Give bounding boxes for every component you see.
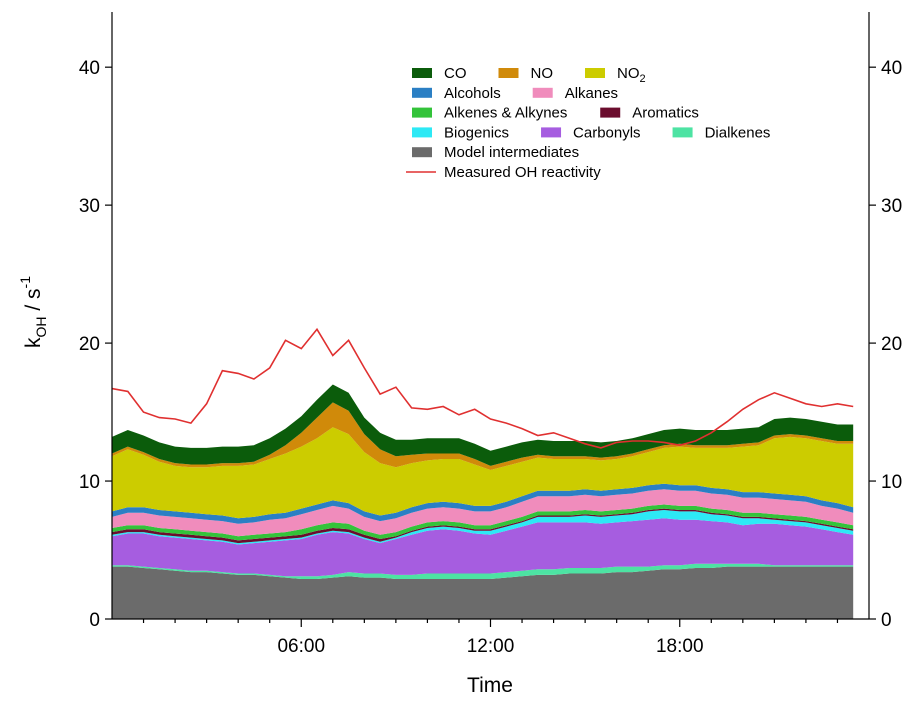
legend-label-biogenics: Biogenics <box>444 124 509 141</box>
y-axis-title-unit: / s <box>22 288 45 316</box>
area-dialkenes <box>112 563 854 579</box>
x-axis-title: Time <box>467 674 513 697</box>
legend-swatch-no2 <box>585 68 605 78</box>
x-tick-label: 12:00 <box>467 636 515 657</box>
legend-label-dialkenes: Dialkenes <box>705 124 771 141</box>
legend-label-alkenes-alkynes: Alkenes & Alkynes <box>444 105 567 122</box>
x-tick-label: 18:00 <box>656 636 704 657</box>
legend-swatch-co <box>412 68 432 78</box>
area-co <box>112 384 854 466</box>
legend-label-subscript: 2 <box>640 73 646 85</box>
area-alcohols <box>112 483 854 524</box>
legend: CO NO NO2 Alcohols Alkanes Alkenes & Alkynes A… <box>406 65 770 181</box>
legend-swatch-biogenics <box>412 127 432 138</box>
area-model-intermediates <box>112 566 854 619</box>
legend-label-aromatics: Aromatics <box>632 105 699 122</box>
legend-label-carbonyls: Carbonyls <box>573 124 641 141</box>
y-axis-title: kOH / s-1 <box>17 276 49 348</box>
y-tick-label-right: 0 <box>881 610 892 631</box>
legend-label-alcohols: Alcohols <box>444 85 501 102</box>
measured-line-layer <box>111 327 854 449</box>
stacked-area-layer <box>112 384 854 619</box>
area-alkenes-alkynes <box>112 504 854 541</box>
y-tick-label-left: 40 <box>79 58 100 79</box>
area-no2 <box>112 427 854 519</box>
y-axis-title-main: k <box>22 337 45 348</box>
y-tick-label-left: 0 <box>89 610 100 631</box>
y-tick-label-left: 10 <box>79 472 100 493</box>
legend-swatch-no <box>498 68 519 78</box>
legend-swatch-dialkenes <box>672 127 693 138</box>
measured-oh-reactivity-line <box>111 327 854 449</box>
y-tick-label-right: 40 <box>881 58 902 79</box>
legend-label-model-intermediates: Model intermediates <box>444 144 579 161</box>
legend-label-co: CO <box>444 65 467 82</box>
y-tick-label-right: 20 <box>881 334 902 355</box>
y-tick-label-left: 30 <box>79 196 100 217</box>
axes: 0 0 10 10 20 20 30 30 40 40 06:00 12:00 18:00 <box>79 12 902 657</box>
legend-swatch-alkenes-alkynes <box>412 107 432 118</box>
legend-swatch-alcohols <box>412 87 432 98</box>
y-tick-label-left: 20 <box>79 334 100 355</box>
y-tick-label-right: 30 <box>881 196 902 217</box>
legend-swatch-aromatics <box>600 107 621 118</box>
legend-label-alkanes: Alkanes <box>565 85 618 102</box>
area-biogenics <box>112 510 854 545</box>
legend-swatch-carbonyls <box>541 127 562 138</box>
area-carbonyls <box>112 518 854 577</box>
legend-swatch-model-intermediates <box>412 147 432 158</box>
area-alkanes <box>112 489 854 537</box>
legend-label-no: NO <box>531 65 554 82</box>
legend-label-no2: NO2 <box>617 65 646 85</box>
y-axis-title-sub: OH <box>33 316 49 337</box>
y-tick-label-right: 10 <box>881 472 902 493</box>
y-axis-title-sup: -1 <box>17 276 33 289</box>
legend-swatch-alkanes <box>532 87 553 98</box>
x-tick-label: 06:00 <box>277 636 325 657</box>
legend-label-measured-oh-reactivity: Measured OH reactivity <box>444 164 601 181</box>
